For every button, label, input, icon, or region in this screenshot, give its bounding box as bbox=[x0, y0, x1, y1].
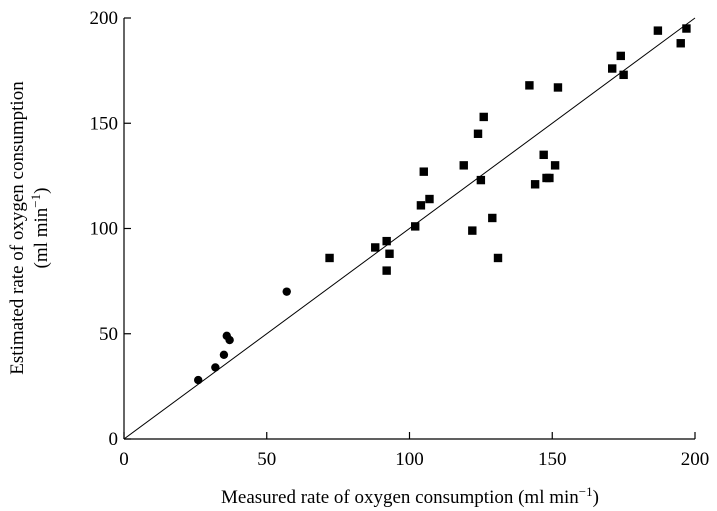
data-point-square bbox=[676, 39, 685, 48]
data-point-square bbox=[473, 129, 483, 138]
y-axis-unit-sup: −1 bbox=[28, 194, 43, 208]
data-point-square bbox=[425, 194, 434, 204]
data-point-square bbox=[479, 112, 488, 122]
x-tick-label: 100 bbox=[395, 449, 424, 470]
x-tick-label: 150 bbox=[538, 449, 567, 470]
data-point-square bbox=[459, 161, 468, 170]
data-point-square bbox=[493, 253, 503, 263]
data-point-square bbox=[525, 81, 534, 90]
y-axis-unit-end: ) bbox=[31, 188, 52, 194]
x-axis-label-end: ) bbox=[593, 487, 599, 508]
data-point-square bbox=[530, 180, 540, 189]
data-point-circle bbox=[194, 375, 203, 385]
data-point-square bbox=[385, 249, 394, 258]
y-tick-label: 50 bbox=[99, 324, 118, 345]
x-ticks: 0 50 100 150 200 bbox=[119, 432, 709, 470]
x-tick-label: 200 bbox=[681, 449, 710, 470]
data-point-square bbox=[539, 150, 548, 160]
data-point-square bbox=[545, 173, 554, 183]
data-point-square bbox=[411, 222, 420, 231]
identity-line bbox=[123, 17, 696, 440]
data-point-square bbox=[416, 201, 426, 210]
data-point-square bbox=[553, 83, 563, 92]
y-tick-label: 200 bbox=[90, 8, 119, 29]
x-axis-label: Measured rate of oxygen consumption (ml … bbox=[221, 484, 599, 508]
x-tick-label: 0 bbox=[119, 449, 129, 470]
data-point-circle bbox=[282, 287, 291, 296]
y-tick-label: 0 bbox=[109, 429, 119, 450]
data-point-square bbox=[382, 236, 391, 246]
data-point-square bbox=[488, 213, 497, 223]
data-point-square bbox=[382, 266, 391, 275]
y-ticks: 0 50 100 150 200 bbox=[90, 8, 131, 450]
y-tick-label: 100 bbox=[90, 219, 119, 240]
data-point-square bbox=[616, 51, 625, 61]
data-point-circle bbox=[219, 350, 229, 359]
data-point-square bbox=[653, 26, 663, 35]
y-axis-label: Estimated rate of oxygen consumption bbox=[7, 81, 28, 375]
x-tick-label: 50 bbox=[257, 449, 276, 470]
data-point-square bbox=[419, 167, 428, 176]
data-point-square bbox=[476, 175, 486, 185]
y-tick-label: 150 bbox=[90, 113, 119, 134]
data-point-square bbox=[608, 64, 617, 73]
data-point-square bbox=[371, 243, 380, 252]
x-axis-label-sup: −1 bbox=[579, 484, 593, 499]
data-points bbox=[194, 24, 691, 385]
data-point-circle bbox=[211, 363, 220, 372]
data-point-square bbox=[619, 70, 628, 80]
y-axis-unit: (ml min−1) bbox=[28, 188, 52, 269]
data-point-square bbox=[468, 226, 477, 235]
data-point-square bbox=[325, 253, 334, 263]
data-point-square bbox=[550, 161, 560, 170]
data-point-square bbox=[682, 24, 691, 33]
data-point-circle bbox=[225, 335, 234, 345]
